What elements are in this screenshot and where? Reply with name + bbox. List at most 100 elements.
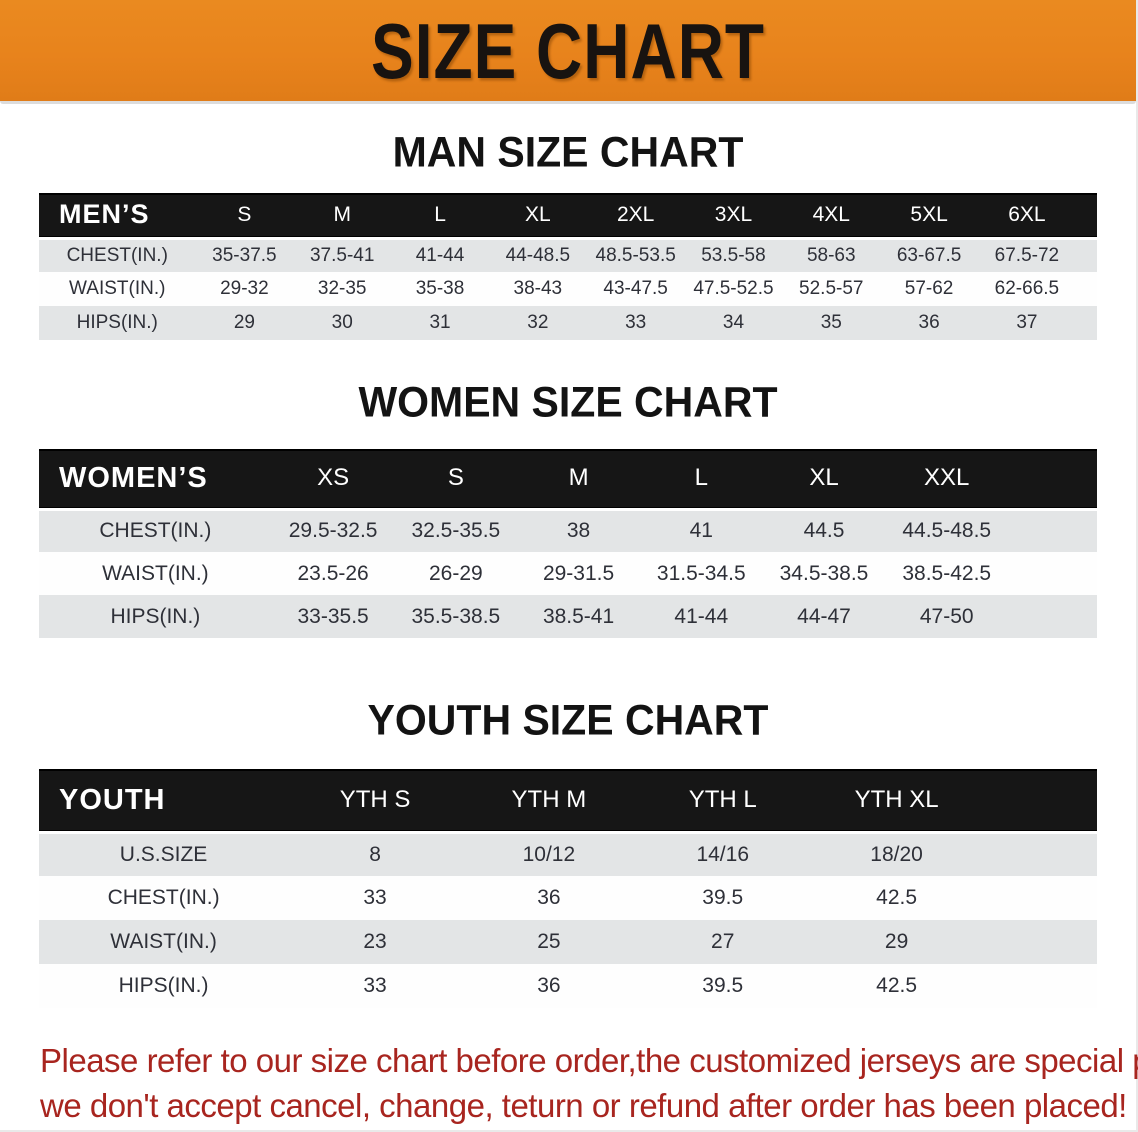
size-value-cell: 32-35	[317, 278, 367, 300]
size-value-cell: 23	[363, 930, 387, 954]
table-row: HIPS(IN.) 29 30 31 32 33 34 35 36 37	[39, 306, 1097, 341]
size-value-cell: 26-29	[428, 561, 483, 585]
size-column-header: YTH XL	[854, 786, 939, 814]
row-filler-cell	[984, 964, 1098, 1008]
size-column-header: YTH M	[511, 786, 587, 814]
size-value-cell: 36	[537, 974, 561, 998]
size-value-cell: 35-37.5	[212, 244, 277, 266]
size-value-cell: 29	[233, 312, 255, 334]
table-header-label: MEN’S	[59, 199, 150, 230]
table-row: CHEST(IN.) 33 36 39.5 42.5	[39, 876, 1097, 921]
size-value-cell: 48.5-53.5	[595, 244, 676, 266]
women-size-table: WOMEN’S XS S M L XL XXL CHEST(IN.) 29.5-32.5 32.5…	[39, 449, 1097, 639]
row-filler-cell	[984, 832, 1098, 876]
size-value-cell: 8	[369, 843, 381, 867]
banner: SIZE CHART	[0, 0, 1136, 104]
row-label: HIPS(IN.)	[118, 974, 209, 998]
table-row: WAIST(IN.) 23.5-26 26-29 29-31.5 31.5-34.5 34…	[39, 552, 1097, 596]
header-filler-cell	[984, 769, 1098, 832]
size-value-cell: 53.5-58	[701, 244, 766, 266]
table-row: U.S.SIZE 8 10/12 14/16 18/20	[39, 832, 1098, 877]
size-value-cell: 67.5-72	[994, 244, 1060, 266]
size-value-cell: 23.5-26	[297, 561, 369, 585]
size-column-header: XL	[809, 464, 839, 492]
size-value-cell: 34	[722, 312, 745, 334]
size-value-cell: 35.5-38.5	[411, 604, 501, 628]
size-column-header: XS	[317, 464, 350, 492]
size-value-cell: 37.5-41	[309, 244, 375, 266]
size-value-cell: 29-32	[220, 278, 269, 300]
size-column-header: S	[237, 202, 252, 226]
table-header-label: YOUTH	[59, 783, 166, 816]
size-column-header: M	[333, 202, 351, 226]
size-value-cell: 41-44	[674, 604, 729, 628]
size-column-header: XL	[525, 202, 551, 226]
size-value-cell: 33	[625, 312, 647, 334]
row-label: CHEST(IN.)	[99, 519, 212, 543]
size-value-cell: 10/12	[522, 843, 576, 867]
size-value-cell: 18/20	[870, 843, 923, 867]
size-value-cell: 33	[363, 974, 387, 998]
size-column-header: YTH S	[339, 786, 411, 814]
size-value-cell: 30	[331, 312, 353, 334]
size-column-header: L	[434, 202, 446, 226]
size-value-cell: 32.5-35.5	[411, 519, 501, 543]
table-header-label: WOMEN’S	[59, 461, 208, 494]
size-value-cell: 38	[566, 519, 591, 543]
table-row: HIPS(IN.) 33-35.5 35.5-38.5 38.5-41 41-44 44-…	[39, 595, 1097, 639]
size-value-cell: 34.5-38.5	[779, 561, 869, 585]
size-column-header: L	[694, 464, 708, 492]
size-value-cell: 31.5-34.5	[656, 561, 746, 585]
disclaimer-line-2: we don't accept cancel, change, teturn o…	[40, 1087, 1127, 1125]
size-value-cell: 25	[537, 930, 561, 954]
row-filler-cell	[1008, 552, 1097, 595]
size-value-cell: 38.5-41	[542, 604, 615, 628]
size-value-cell: 63-67.5	[896, 244, 962, 266]
size-value-cell: 32	[527, 312, 549, 334]
size-column-header: 6XL	[1008, 202, 1046, 226]
youth-section-title: YOUTH SIZE CHART	[367, 696, 769, 745]
row-filler-cell	[1076, 238, 1097, 272]
size-column-header: 5XL	[910, 202, 948, 226]
size-value-cell: 44-47	[797, 604, 851, 628]
size-value-cell: 37	[1016, 312, 1038, 334]
size-value-cell: 36	[537, 886, 561, 910]
size-value-cell: 35-38	[415, 278, 465, 300]
size-column-header: 4XL	[812, 202, 850, 226]
size-value-cell: 29-31.5	[542, 561, 615, 585]
size-value-cell: 29	[884, 930, 909, 954]
size-value-cell: 33-35.5	[297, 604, 369, 628]
men-size-table: MEN’S S M L XL 2XL 3XL 4XL 5XL 6XL CHEST(IN.) 35-37…	[39, 193, 1097, 341]
header-filler-cell	[1008, 449, 1097, 509]
row-label: CHEST(IN.)	[107, 886, 220, 910]
women-section-title: WOMEN SIZE CHART	[358, 377, 778, 427]
row-label: CHEST(IN.)	[66, 244, 168, 266]
size-value-cell: 44.5	[803, 519, 845, 543]
size-value-cell: 47.5-52.5	[693, 278, 774, 300]
row-filler-cell	[1008, 595, 1097, 638]
table-row: WAIST(IN.) 29-32 32-35 35-38 38-43 43-47.5 47.…	[39, 272, 1097, 307]
size-value-cell: 58-63	[806, 244, 856, 266]
row-label: U.S.SIZE	[119, 843, 208, 867]
size-value-cell: 33	[363, 886, 387, 910]
size-value-cell: 44-48.5	[505, 244, 571, 266]
page-title: SIZE CHART	[371, 6, 765, 95]
row-filler-cell	[984, 920, 1098, 964]
size-value-cell: 57-62	[904, 278, 954, 300]
size-table-header-row: WOMEN’S XS S M L XL XXL	[39, 449, 1097, 510]
size-column-header: YTH L	[688, 786, 757, 814]
men-section-title: MAN SIZE CHART	[392, 127, 744, 177]
row-filler-cell	[1008, 509, 1097, 552]
size-value-cell: 39.5	[702, 886, 744, 910]
size-value-cell: 41-44	[415, 244, 465, 266]
size-value-cell: 47-50	[919, 604, 974, 628]
size-value-cell: 43-47.5	[603, 278, 668, 300]
row-label: HIPS(IN.)	[110, 604, 201, 628]
size-table-header-row: MEN’S S M L XL 2XL 3XL 4XL 5XL 6XL	[39, 193, 1097, 239]
row-label: HIPS(IN.)	[76, 312, 158, 334]
size-value-cell: 42.5	[876, 886, 918, 910]
size-value-cell: 62-66.5	[994, 278, 1060, 300]
size-value-cell: 36	[918, 312, 940, 334]
size-table-header-row: YOUTH YTH S YTH M YTH L YTH XL	[39, 769, 1098, 833]
